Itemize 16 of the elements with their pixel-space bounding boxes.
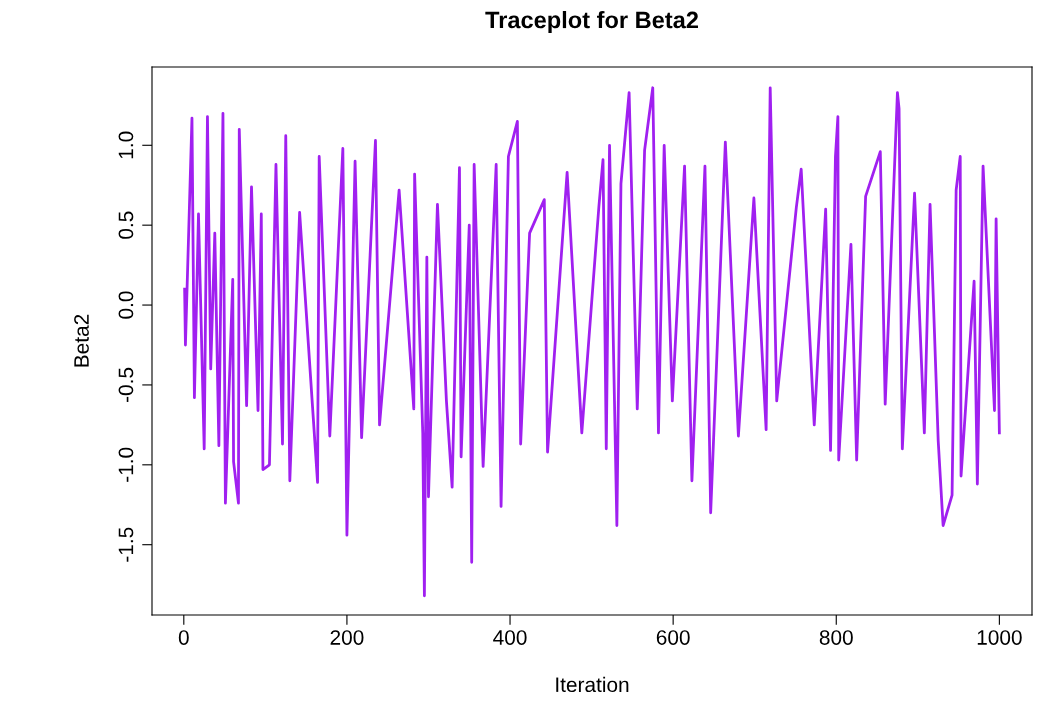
- chart-title: Traceplot for Beta2: [485, 11, 698, 33]
- y-tick-label: -1.0: [118, 447, 134, 482]
- y-axis-title: Beta2: [74, 314, 89, 367]
- x-tick-label: 0: [178, 630, 189, 645]
- y-tick-label: 0.0: [118, 291, 134, 319]
- x-tick-label: 200: [330, 630, 364, 645]
- x-tick-label: 800: [819, 630, 853, 645]
- y-tick-label: 0.5: [118, 211, 134, 239]
- y-tick-label: -0.5: [118, 367, 134, 402]
- y-tick-label: -1.5: [118, 527, 134, 562]
- x-tick-label: 400: [493, 630, 527, 645]
- x-tick-label: 1000: [977, 630, 1022, 645]
- line-series: [183, 86, 1001, 598]
- x-axis-title: Iteration: [556, 676, 629, 693]
- x-tick-label: 600: [656, 630, 690, 645]
- y-tick-label: 1.0: [118, 131, 134, 159]
